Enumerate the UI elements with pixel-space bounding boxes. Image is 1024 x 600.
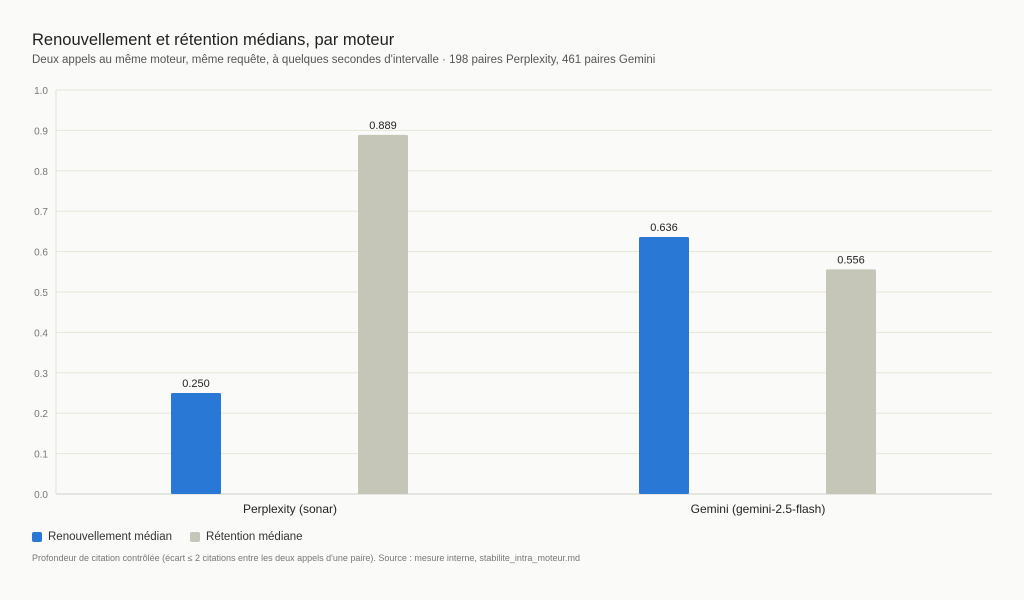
bar <box>358 134 408 494</box>
y-tick-label: 0.9 <box>34 126 48 137</box>
legend-swatch-retention <box>190 532 201 542</box>
legend-label-renouvellement: Renouvellement médian <box>48 531 173 543</box>
chart-subtitle: Deux appels au même moteur, même requête… <box>32 54 656 66</box>
x-category-label: Perplexity (sonar) <box>243 502 337 516</box>
bar-chart: 0.0 0.1 0.2 0.3 0.4 0.5 0.6 0.7 0.8 0.9 1.0 0.250 0.… <box>34 86 992 516</box>
y-tick-label: 0.3 <box>34 369 48 380</box>
x-category-label: Gemini (gemini-2.5-flash) <box>691 502 826 516</box>
bar-value-label: 0.250 <box>182 378 210 390</box>
bar <box>639 237 689 494</box>
y-tick-label: 0.2 <box>34 409 48 420</box>
y-tick-label: 0.1 <box>34 450 48 461</box>
legend-item-retention: Rétention médiane <box>190 531 303 543</box>
bar-value-label: 0.556 <box>837 254 865 266</box>
chart-legend: Renouvellement médian Rétention médiane <box>32 531 303 543</box>
y-tick-label: 1.0 <box>34 86 48 97</box>
legend-swatch-renouvellement <box>32 532 42 542</box>
y-tick-label: 0.7 <box>34 207 48 218</box>
y-tick-label: 0.6 <box>34 248 48 259</box>
bar-value-label: 0.636 <box>650 222 678 234</box>
bar-value-label: 0.889 <box>369 120 397 132</box>
y-tick-label: 0.8 <box>34 167 48 178</box>
chart-footnote: Profondeur de citation contrôlée (écart … <box>32 553 580 563</box>
y-tick-label: 0.0 <box>34 490 48 501</box>
y-tick-label: 0.4 <box>34 328 48 339</box>
y-tick-label: 0.5 <box>34 288 48 299</box>
legend-item-renouvellement: Renouvellement médian <box>32 531 172 543</box>
bar <box>171 393 221 494</box>
legend-label-retention: Rétention médiane <box>206 531 303 543</box>
bar <box>826 269 876 494</box>
chart-title: Renouvellement et rétention médians, par… <box>32 31 395 49</box>
